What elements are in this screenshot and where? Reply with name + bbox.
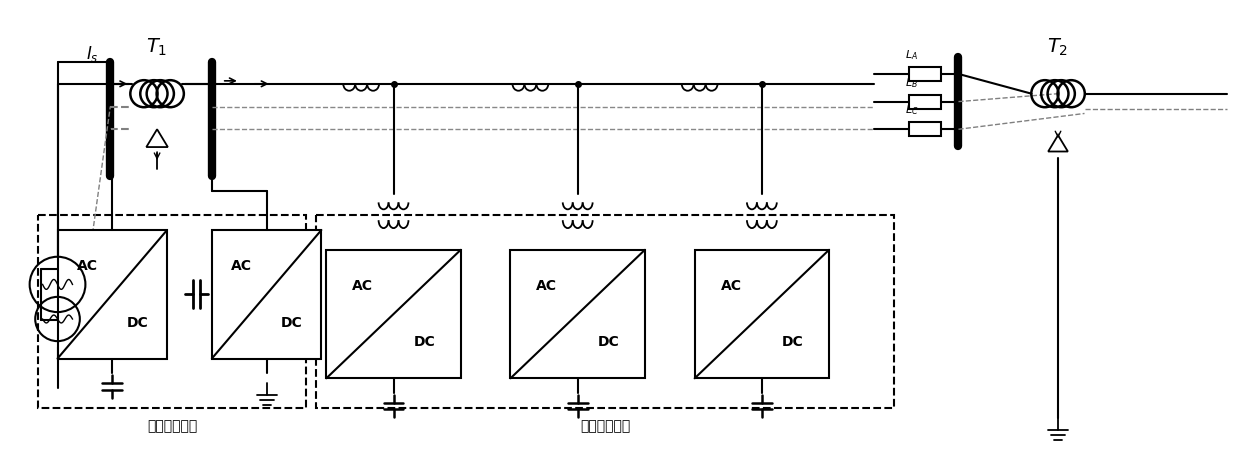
Text: AC: AC (77, 259, 98, 273)
Text: DC: DC (126, 316, 149, 330)
Bar (909, 122, 941, 136)
Text: $I_s$: $I_s$ (86, 44, 99, 64)
Text: $T_2$: $T_2$ (1048, 37, 1069, 58)
Text: AC: AC (536, 279, 557, 293)
Bar (326, 250, 461, 378)
Text: DC: DC (598, 335, 620, 349)
Text: DC: DC (281, 316, 303, 330)
Bar (212, 230, 321, 358)
Bar (909, 95, 941, 108)
Text: 并联側变流器: 并联側变流器 (146, 419, 197, 433)
Bar (37, 215, 306, 408)
Text: AC: AC (352, 279, 373, 293)
Text: $L_C$: $L_C$ (905, 104, 919, 117)
Text: AC: AC (720, 279, 742, 293)
Text: 串联側变流器: 串联側变流器 (580, 419, 630, 433)
Text: $T_1$: $T_1$ (146, 37, 167, 58)
Bar (57, 230, 167, 358)
Text: $L_B$: $L_B$ (905, 76, 918, 90)
Text: DC: DC (782, 335, 804, 349)
Text: DC: DC (414, 335, 435, 349)
Text: AC: AC (231, 259, 252, 273)
Bar (694, 250, 830, 378)
Bar (511, 250, 645, 378)
Bar (909, 67, 941, 81)
Text: $L_A$: $L_A$ (905, 48, 918, 62)
Bar (316, 215, 894, 408)
